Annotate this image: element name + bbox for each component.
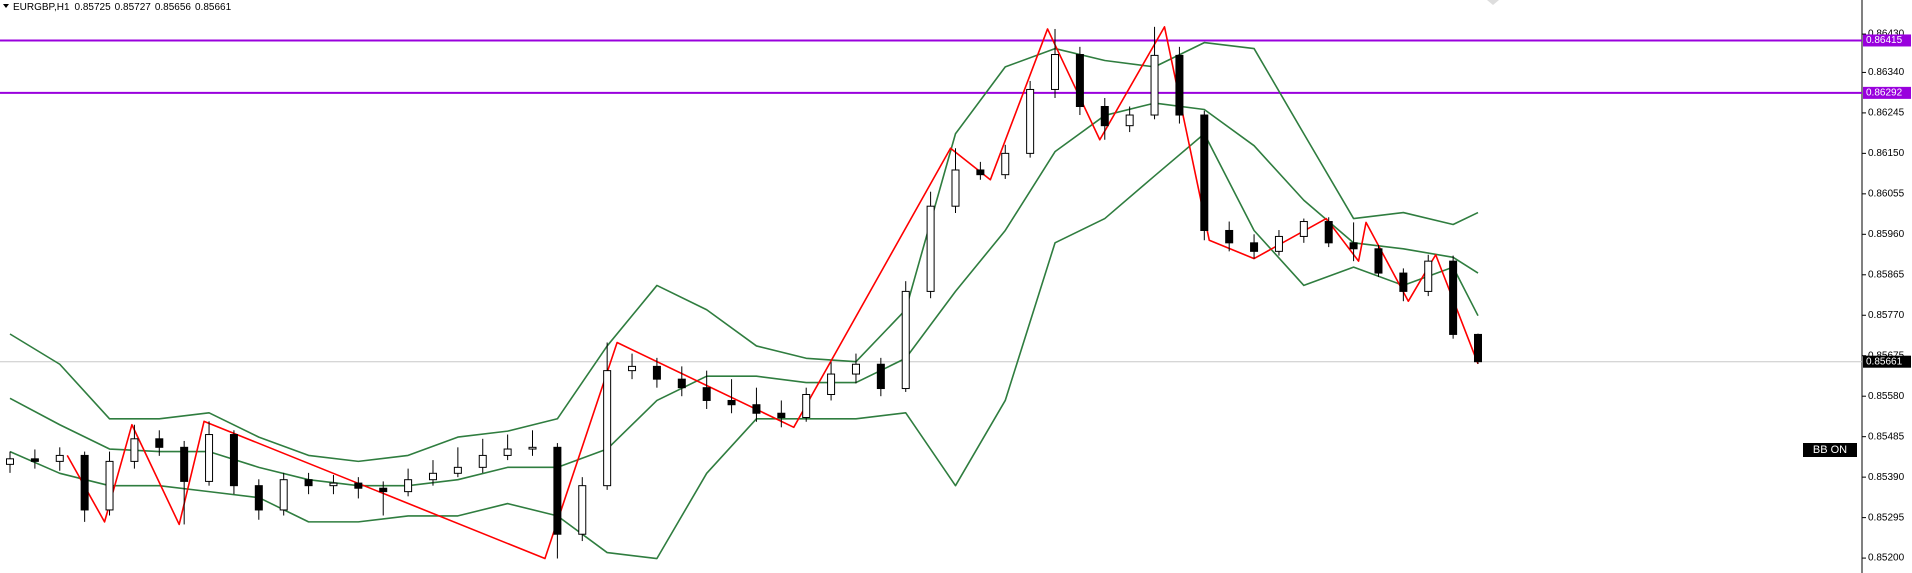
- level-label: 0.86292: [1866, 88, 1903, 99]
- candle-body: [55, 454, 64, 462]
- candle-body: [1100, 106, 1109, 127]
- header-open: 0.85725: [75, 2, 112, 13]
- y-tick-label: 0.86150: [1868, 148, 1905, 159]
- candle-body: [1250, 242, 1259, 252]
- candle-body: [1125, 114, 1134, 127]
- candle-body: [254, 485, 263, 511]
- candle-body: [1449, 260, 1458, 335]
- candle-body: [453, 466, 462, 474]
- y-tick-label: 0.85390: [1868, 472, 1905, 483]
- candle-body: [1026, 88, 1035, 154]
- collapse-arrow[interactable]: [3, 4, 9, 8]
- y-tick-label: 0.85960: [1868, 229, 1905, 240]
- shift-marker: [1487, 0, 1499, 5]
- candle-body: [628, 365, 637, 372]
- candle-body: [652, 365, 661, 380]
- candle-body: [428, 472, 437, 481]
- candle-body: [80, 454, 89, 511]
- candle-body: [1175, 54, 1184, 116]
- y-tick-label: 0.85200: [1868, 553, 1905, 564]
- last-price-label: 0.85661: [1866, 356, 1903, 367]
- y-tick-label: 0.85770: [1868, 310, 1905, 321]
- candle-body: [1200, 114, 1209, 231]
- y-tick-label: 0.86245: [1868, 108, 1905, 119]
- candle-body: [130, 438, 139, 462]
- y-tick-label: 0.86430: [1868, 29, 1905, 40]
- candle-body: [553, 446, 562, 535]
- header-low: 0.85656: [155, 2, 192, 13]
- candle-body: [1424, 260, 1433, 292]
- y-tick-label: 0.85580: [1868, 391, 1905, 402]
- candle-body: [603, 370, 612, 487]
- candle-body: [851, 363, 860, 375]
- candle-body: [1374, 248, 1383, 274]
- candle-body: [752, 404, 761, 414]
- candle-body: [1051, 54, 1060, 90]
- candle-body: [1349, 242, 1358, 250]
- candle-body: [727, 399, 736, 406]
- candle-body: [827, 373, 836, 395]
- candle-body: [926, 205, 935, 292]
- candle-body: [329, 482, 338, 487]
- candle-body: [354, 482, 363, 489]
- candle-body: [702, 387, 711, 401]
- candle-body: [1324, 221, 1333, 244]
- candle-body: [1474, 333, 1482, 363]
- y-tick-label: 0.85295: [1868, 512, 1905, 523]
- header-close: 0.85661: [195, 2, 232, 13]
- header: EURGBP,H1 0.85725 0.85727 0.85656 0.85661: [13, 2, 232, 13]
- candle-body: [1399, 272, 1408, 292]
- candle-body: [30, 458, 39, 462]
- candle-body: [876, 363, 885, 390]
- band-lower: [9, 132, 1479, 560]
- header-high: 0.85727: [115, 2, 152, 13]
- candle-body: [528, 446, 537, 450]
- candle-body: [802, 393, 811, 419]
- last-price-box: [1863, 355, 1911, 368]
- indicator-badge: [1803, 443, 1857, 457]
- candle-body: [951, 169, 960, 207]
- band-middle: [9, 102, 1479, 487]
- candle-body: [503, 448, 512, 456]
- candle-body: [1299, 221, 1308, 237]
- candle-body: [379, 487, 388, 493]
- candle-body: [976, 169, 985, 176]
- candle-body: [304, 479, 313, 487]
- candle-body: [677, 378, 686, 389]
- candle-body: [105, 460, 114, 511]
- candle-body: [404, 479, 413, 493]
- level-label-box: [1863, 34, 1911, 47]
- indicator-label: BB ON: [1813, 444, 1847, 456]
- candle-body: [1001, 152, 1010, 176]
- symbol: EURGBP,H1: [13, 2, 70, 13]
- zigzag: [66, 26, 1479, 560]
- candle-body: [1150, 54, 1159, 116]
- candle-body: [180, 446, 189, 482]
- level-label-box: [1863, 86, 1911, 99]
- y-tick-label: 0.86055: [1868, 188, 1905, 199]
- y-tick-label: 0.85485: [1868, 431, 1905, 442]
- candle-body: [478, 454, 487, 468]
- level-label: 0.86415: [1866, 35, 1903, 46]
- candle-body: [578, 485, 587, 535]
- candle-body: [279, 479, 288, 511]
- candle-body: [901, 290, 910, 390]
- candle-body: [6, 458, 14, 465]
- candle-body: [205, 434, 214, 482]
- y-tick-label: 0.85865: [1868, 269, 1905, 280]
- candle-body: [1274, 235, 1283, 252]
- y-tick-label: 0.86340: [1868, 67, 1905, 78]
- band-upper: [9, 41, 1479, 463]
- candle-body: [155, 438, 164, 448]
- candle-body: [229, 434, 238, 487]
- candle-body: [1225, 229, 1234, 244]
- candle-body: [1075, 54, 1084, 108]
- candle-body: [777, 412, 786, 419]
